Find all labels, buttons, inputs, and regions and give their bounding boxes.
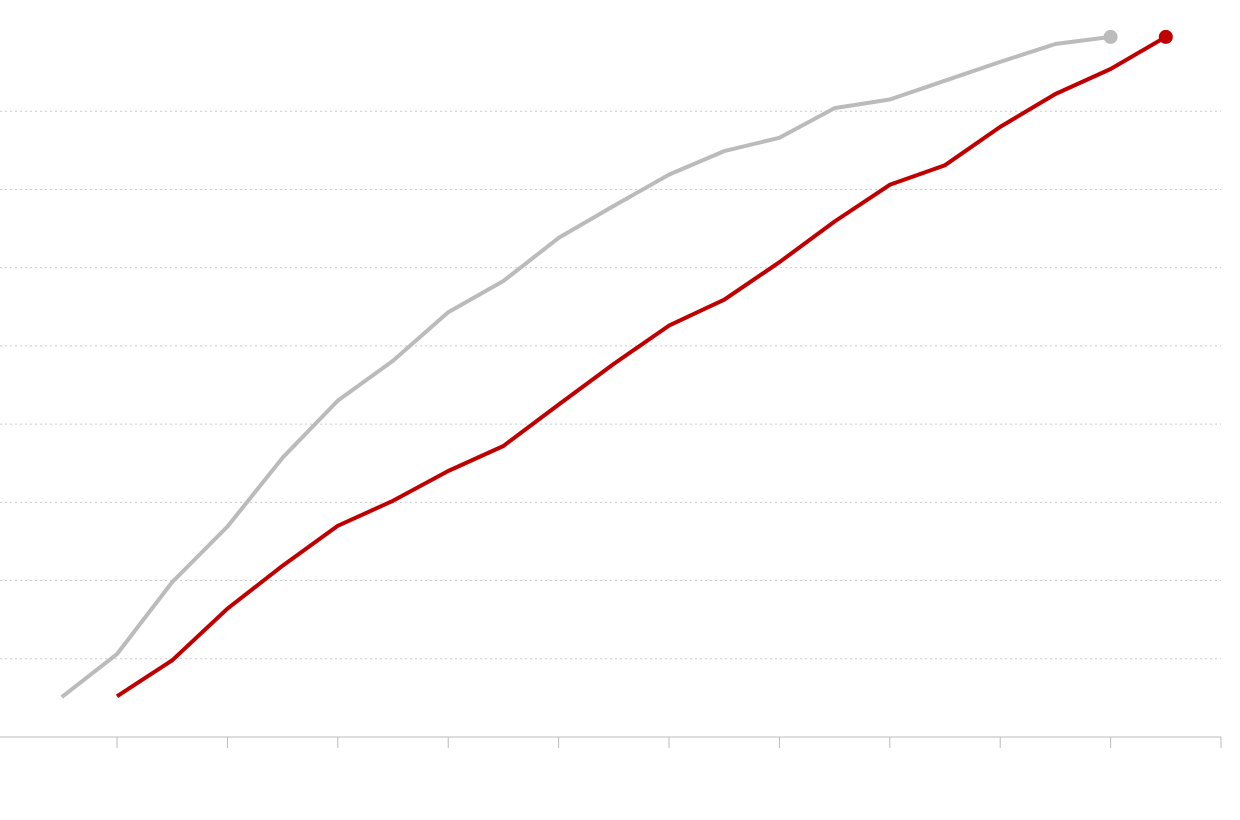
series-line [60,34,1111,699]
end-dot [1158,29,1173,44]
series-line [115,35,1167,698]
end-dot [1103,29,1118,44]
